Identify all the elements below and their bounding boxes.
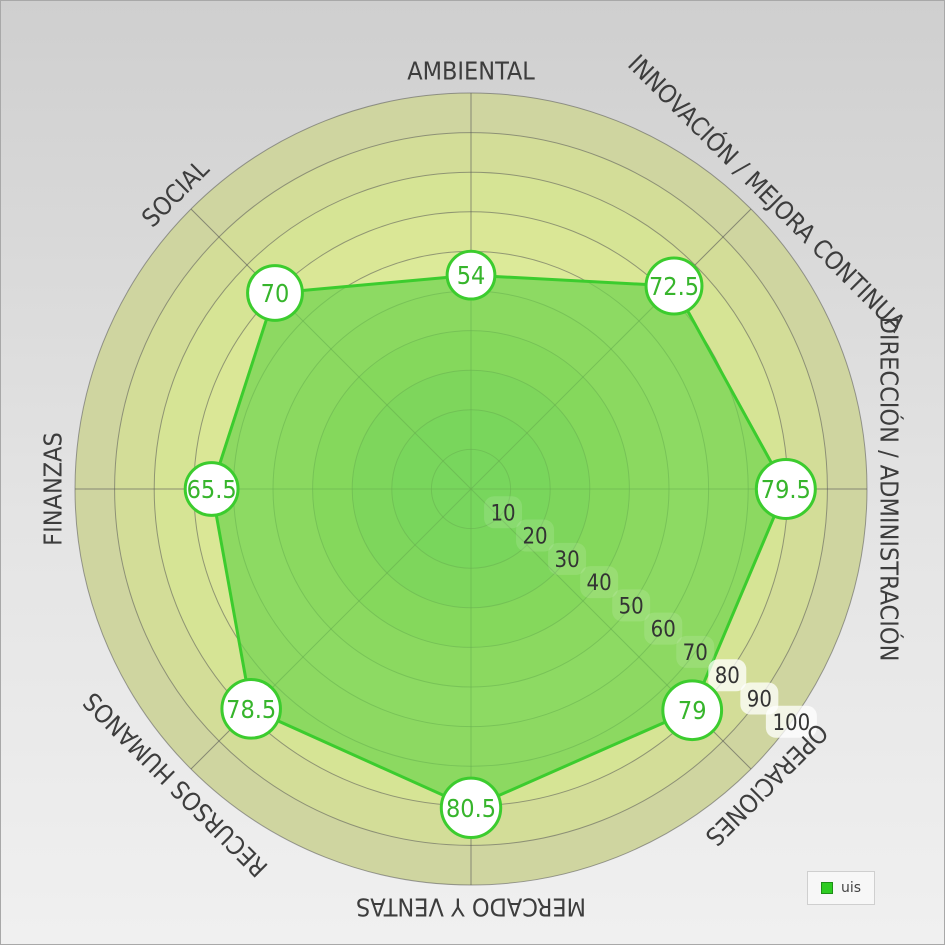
data-point-4: 80.5 xyxy=(439,776,503,839)
data-point-label-6: 65.5 xyxy=(187,475,237,504)
radial-tick-bg-50 xyxy=(612,589,651,622)
data-point-marker-3 xyxy=(661,679,724,742)
radial-tick-10: 10 xyxy=(484,496,523,529)
radial-tick-label-80: 80 xyxy=(715,664,740,689)
axis-label-6: FINANZAS xyxy=(39,432,68,546)
radial-tick-40: 40 xyxy=(580,566,619,599)
axis-label-0: AMBIENTAL xyxy=(407,57,535,86)
radial-tick-20: 20 xyxy=(516,519,555,552)
radial-tick-label-40: 40 xyxy=(587,571,612,596)
radial-tick-label-60: 60 xyxy=(651,618,676,643)
data-point-marker-4 xyxy=(439,776,503,839)
data-point-label-5: 78.5 xyxy=(226,695,276,724)
data-point-marker-0 xyxy=(445,249,497,301)
radial-tick-bg-90 xyxy=(740,682,779,715)
radial-tick-bg-60 xyxy=(644,612,683,645)
data-point-0: 54 xyxy=(445,249,497,301)
data-point-marker-1 xyxy=(644,256,704,316)
axis-label-4: MERCADO Y VENTAS xyxy=(356,893,586,922)
radial-tick-bg-70 xyxy=(676,635,715,668)
radial-tick-bg-30 xyxy=(548,542,587,575)
data-point-label-0: 54 xyxy=(457,261,486,290)
axis-label-2: DIRECCIÓN / ADMINISTRACIÓN xyxy=(875,317,905,662)
data-points: 54 72.5 79.5 79 80.5 78.5 65.5 70 xyxy=(183,249,817,839)
radial-tick-bg-100 xyxy=(765,705,817,738)
radial-tick-label-50: 50 xyxy=(619,594,644,619)
radial-tick-bg-80 xyxy=(708,659,747,692)
legend-label-uis: uis xyxy=(840,880,862,896)
data-point-7: 70 xyxy=(246,264,304,322)
radial-tick-label-10: 10 xyxy=(490,501,515,526)
radial-tick-70: 70 xyxy=(676,635,715,668)
radial-tick-80: 80 xyxy=(708,659,747,692)
data-point-label-4: 80.5 xyxy=(446,794,496,823)
radial-tick-label-100: 100 xyxy=(772,711,810,736)
data-point-label-2: 79.5 xyxy=(761,475,811,504)
data-point-6: 65.5 xyxy=(183,461,240,517)
radial-tick-100: 100 xyxy=(765,705,817,738)
radial-tick-30: 30 xyxy=(548,542,587,575)
data-point-marker-6 xyxy=(183,461,240,517)
radial-tick-label-70: 70 xyxy=(683,641,708,666)
radial-tick-label-90: 90 xyxy=(747,687,772,712)
legend-swatch-uis xyxy=(820,882,833,894)
data-point-marker-7 xyxy=(246,264,304,322)
radial-tick-90: 90 xyxy=(740,682,779,715)
data-point-label-7: 70 xyxy=(261,279,290,308)
data-point-marker-2 xyxy=(754,458,817,520)
data-point-label-1: 72.5 xyxy=(649,272,699,301)
data-point-1: 72.5 xyxy=(644,256,704,316)
data-point-marker-5 xyxy=(220,678,282,740)
radial-tick-label-30: 30 xyxy=(555,548,580,573)
data-point-3: 79 xyxy=(661,679,724,742)
data-point-5: 78.5 xyxy=(220,678,282,740)
data-point-2: 79.5 xyxy=(754,458,817,520)
radial-tick-bg-20 xyxy=(516,519,555,552)
radial-tick-bg-10 xyxy=(484,496,523,529)
data-point-label-3: 79 xyxy=(678,696,707,725)
legend[interactable]: uis xyxy=(807,871,875,905)
radial-tick-bg-40 xyxy=(580,566,619,599)
radial-tick-50: 50 xyxy=(612,589,651,622)
radial-tick-60: 60 xyxy=(644,612,683,645)
radial-tick-label-20: 20 xyxy=(522,525,547,550)
